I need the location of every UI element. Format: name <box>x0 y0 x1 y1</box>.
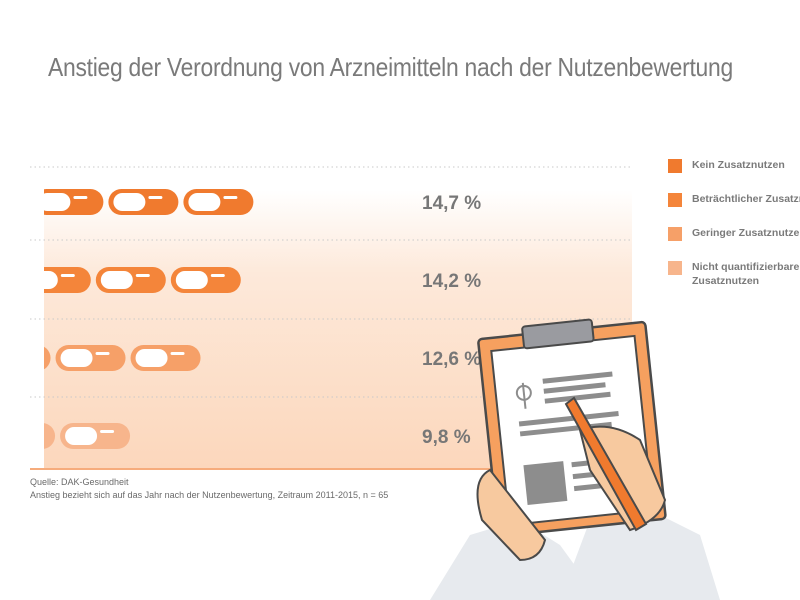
pill-mark <box>95 267 166 293</box>
source-line: Quelle: DAK-Gesundheit <box>30 477 129 487</box>
pill-mark <box>44 346 51 370</box>
value-label: 12,6 % <box>422 349 481 370</box>
legend-swatch <box>668 193 682 207</box>
pill-mark <box>44 267 91 293</box>
legend-swatch <box>668 227 682 241</box>
legend-swatch <box>668 159 682 173</box>
bar-row <box>44 423 131 449</box>
legend-label: Kein Zusatznutzen <box>692 159 785 171</box>
pill-mark <box>130 345 201 371</box>
value-label: 14,2 % <box>422 271 481 292</box>
legend-label: Nicht quantifizierbarer Zusatznutzen <box>692 261 800 287</box>
pill-mark <box>60 423 131 449</box>
legend-swatch <box>668 261 682 275</box>
legend: Kein Zusatznutzen Beträchtlicher Zusatzn… <box>668 155 800 301</box>
legend-item-kein: Kein Zusatznutzen <box>668 155 800 189</box>
chart-title: Anstieg der Verordnung von Arzneimitteln… <box>48 52 733 82</box>
pill-mark <box>108 189 179 215</box>
pill-mark <box>44 423 56 449</box>
legend-label: Beträchtlicher Zusatznutzen <box>692 193 800 205</box>
pill-bars <box>44 189 254 449</box>
clipboard-illustration <box>430 318 720 600</box>
pill-mark <box>183 189 254 215</box>
pill-mark <box>44 189 104 215</box>
bar-row <box>44 267 241 293</box>
bar-row <box>44 189 254 215</box>
legend-item-gering: Geringer Zusatznutzen <box>668 223 800 257</box>
value-labels: 14,7 % 14,2 % 12,6 % 9,8 % <box>422 193 481 448</box>
legend-item-nicht-quantifizierbar: Nicht quantifizierbarer Zusatznutzen <box>668 257 800 301</box>
value-label: 14,7 % <box>422 193 481 214</box>
legend-item-betraechtlich: Beträchtlicher Zusatznutzen <box>668 189 800 223</box>
source-note: Quelle: DAK-Gesundheit Anstieg bezieht s… <box>30 476 388 502</box>
value-label: 9,8 % <box>422 427 471 448</box>
bar-row <box>44 345 201 371</box>
pill-mark <box>170 267 241 293</box>
footnote-line: Anstieg bezieht sich auf das Jahr nach d… <box>30 490 389 500</box>
legend-label: Geringer Zusatznutzen <box>692 227 800 239</box>
pill-mark <box>55 345 126 371</box>
